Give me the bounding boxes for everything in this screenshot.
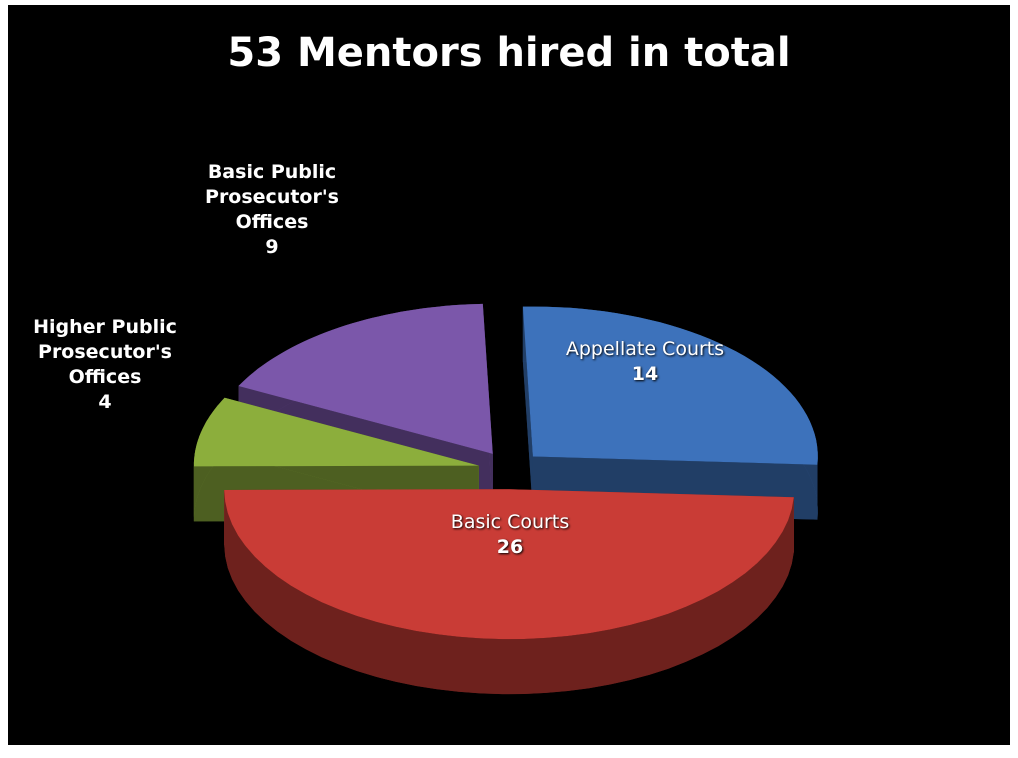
slice-value: 4 [98,391,112,413]
slice-label: Basic Public Prosecutor's Offices 9 [187,160,357,260]
pie-slice [238,303,493,454]
slice-name: Higher Public Prosecutor's Offices [33,316,177,388]
slice-value: 14 [631,363,659,385]
slice-name: Basic Public Prosecutor's Offices [205,161,339,233]
slice-side [224,490,794,695]
slice-name: Appellate Courts [565,338,725,360]
slice-side-shade [224,490,794,695]
pie-slice [522,306,818,465]
slice-name: Basic Courts [450,511,570,533]
chart-title: 53 Mentors hired in total [227,30,791,76]
slice-label: Basic Courts 26 [400,510,620,560]
pie-slice [224,489,794,640]
slice-value: 9 [265,236,279,258]
slice-label: Higher Public Prosecutor's Offices 4 [20,315,190,415]
slice-label: Appellate Courts 14 [535,337,755,387]
pie-slice [193,397,479,467]
slice-value: 26 [496,536,524,558]
